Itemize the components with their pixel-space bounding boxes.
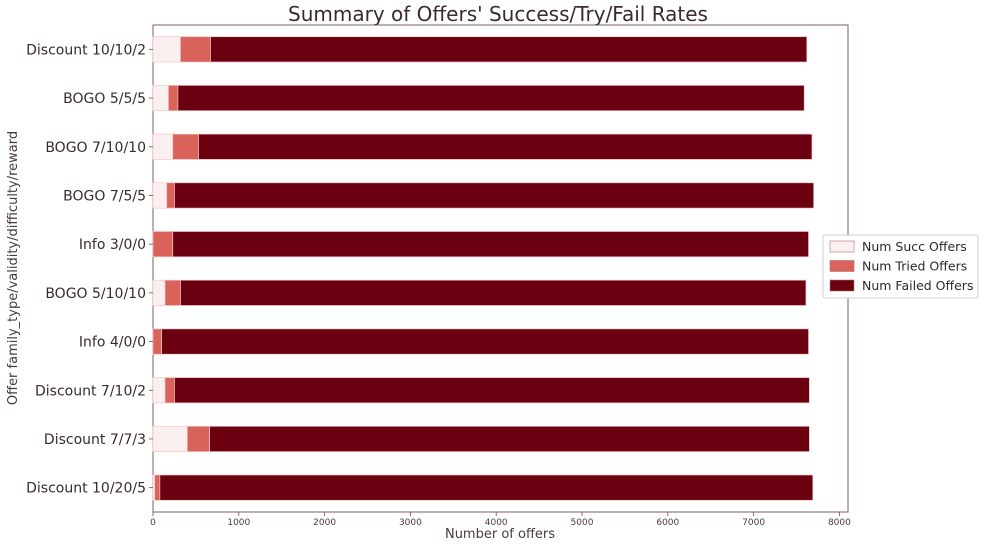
y-tick-label: Discount 7/10/2	[35, 383, 146, 399]
legend-swatch	[829, 260, 855, 272]
legend-label: Num Succ Offers	[862, 239, 967, 254]
bar-2-row-1	[180, 36, 211, 63]
y-tick-label: Info 3/0/0	[79, 237, 146, 253]
bar-1-row-1	[152, 36, 181, 63]
bar-1-row-3	[152, 133, 174, 160]
x-axis-title: Number of offers	[445, 527, 555, 542]
legend-box	[822, 234, 979, 299]
x-tick-label: 8000	[828, 518, 851, 528]
y-tick-label: BOGO 7/10/10	[45, 140, 146, 156]
y-tick-labels: Discount 10/10/2 BOGO 5/5/5 BOGO 7/10/10 BO…	[26, 42, 153, 497]
bar-2-row-5	[152, 231, 174, 258]
bar-3-row-8	[174, 377, 810, 404]
bar-1-row-6	[152, 279, 166, 306]
y-tick-label: BOGO 5/5/5	[63, 91, 146, 107]
legend-label: Num Failed Offers	[862, 278, 973, 293]
x-ticks: 0 1000 2000 3000 4000 5000 6000 7000 8000	[150, 512, 851, 528]
y-tick-label: BOGO 7/5/5	[63, 188, 146, 204]
x-tick-label: 1000	[227, 518, 250, 528]
bar-3-row-6	[180, 279, 807, 306]
bar-1-row-9	[152, 425, 188, 452]
legend-swatch	[829, 279, 855, 292]
bar-3-row-2	[177, 85, 805, 112]
bar-2-row-2	[168, 85, 179, 112]
bar-3-row-1	[210, 36, 808, 63]
bar-2-row-9	[186, 425, 210, 452]
x-tick-label: 7000	[742, 518, 765, 528]
x-tick-label: 6000	[656, 518, 679, 528]
x-tick-label: 5000	[571, 518, 594, 528]
bar-3-row-3	[198, 133, 813, 160]
bar-3-row-5	[172, 231, 809, 258]
x-tick-label: 2000	[313, 518, 336, 528]
y-tick-label: Info 4/0/0	[79, 335, 146, 351]
y-tick-label: BOGO 5/10/10	[45, 286, 146, 302]
chart-title: Summary of Offers' Success/Try/Fail Rate…	[288, 2, 708, 26]
legend-label: Num Tried Offers	[862, 259, 967, 274]
bar-2-row-4	[166, 182, 175, 209]
x-tick-label: 4000	[485, 518, 508, 528]
y-tick-label: Discount 10/20/5	[26, 481, 146, 497]
bar-3-row-9	[209, 425, 810, 452]
bar-1-row-2	[152, 85, 169, 112]
x-tick-label: 3000	[399, 518, 422, 528]
bars-group	[152, 36, 815, 501]
bar-2-row-6	[164, 279, 181, 306]
bar-3-row-10	[159, 474, 814, 501]
y-tick-label: Discount 7/7/3	[44, 432, 146, 448]
bar-2-row-7	[152, 328, 162, 355]
bar-1-row-8	[152, 377, 166, 404]
y-tick-label: Discount 10/10/2	[26, 42, 146, 58]
legend-swatch	[829, 240, 855, 253]
bar-2-row-10	[154, 474, 161, 501]
bar-1-row-4	[152, 182, 168, 209]
bar-3-row-7	[161, 328, 809, 355]
bar-2-row-3	[172, 133, 199, 160]
x-tick-label: 0	[150, 518, 156, 528]
y-axis-title: Offer family_type/validity/difficulty/re…	[6, 131, 21, 405]
bar-2-row-8	[164, 377, 175, 404]
legend: Num Succ Offers Num Tried Offers Num Faile…	[822, 234, 979, 299]
bar-3-row-4	[174, 182, 815, 209]
